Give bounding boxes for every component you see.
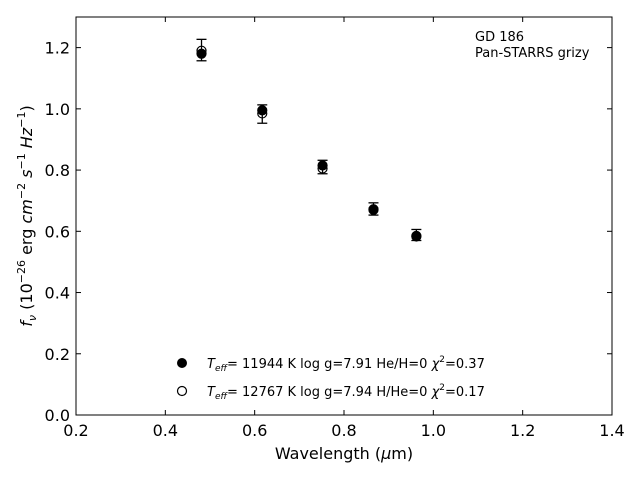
- error-bars: [196, 38, 422, 242]
- y-tick-label: 0.2: [45, 345, 70, 364]
- x-tick-label: 0.6: [242, 421, 267, 440]
- x-tick-label: 1.0: [421, 421, 446, 440]
- model-point-filled: [317, 160, 328, 171]
- y-axis-title: fν (10−26 erg cm−2 s−1 Hz−1): [15, 105, 39, 326]
- plot-frame: [75, 16, 613, 416]
- model-point-open: [317, 163, 328, 174]
- x-tick-label: 0.2: [63, 421, 88, 440]
- x-axis-title: Wavelength (μm): [275, 444, 413, 463]
- legend-marker-filled: [177, 358, 187, 368]
- axis-ticks: [75, 17, 613, 416]
- x-tick-label: 1.2: [510, 421, 535, 440]
- y-tick-label: 0.4: [45, 284, 70, 303]
- legend-marker-open: [176, 385, 188, 397]
- model-point-filled: [257, 105, 268, 116]
- legend-label-1: Teff= 11944 K log g=7.91 He/H=0 χ2=0.37: [207, 355, 485, 374]
- annotation-object: GD 186: [475, 30, 524, 45]
- y-tick-label: 0.8: [45, 161, 70, 180]
- y-tick-label: 0.6: [45, 222, 70, 241]
- model-point-open: [411, 231, 422, 242]
- model-point-filled: [196, 48, 207, 59]
- legend-label-2: Teff= 12767 K log g=7.94 H/He=0 χ2=0.17: [207, 383, 485, 402]
- model-point-open: [368, 204, 379, 215]
- data-points: [196, 45, 422, 242]
- annotation-survey: Pan-STARRS grizy: [475, 46, 590, 61]
- model-point-open: [257, 108, 268, 119]
- x-tick-label: 0.8: [331, 421, 356, 440]
- tick-labels: 0.2 0.4 0.6 0.8 1.0 1.2 1.40.00.20.40.60.81.01…: [45, 39, 625, 440]
- model-point-open: [196, 45, 207, 56]
- x-tick-label: 1.4: [599, 421, 624, 440]
- x-tick-label: 0.4: [153, 421, 178, 440]
- y-tick-label: 0.0: [45, 406, 70, 425]
- y-tick-label: 1.0: [45, 100, 70, 119]
- y-tick-label: 1.2: [45, 39, 70, 58]
